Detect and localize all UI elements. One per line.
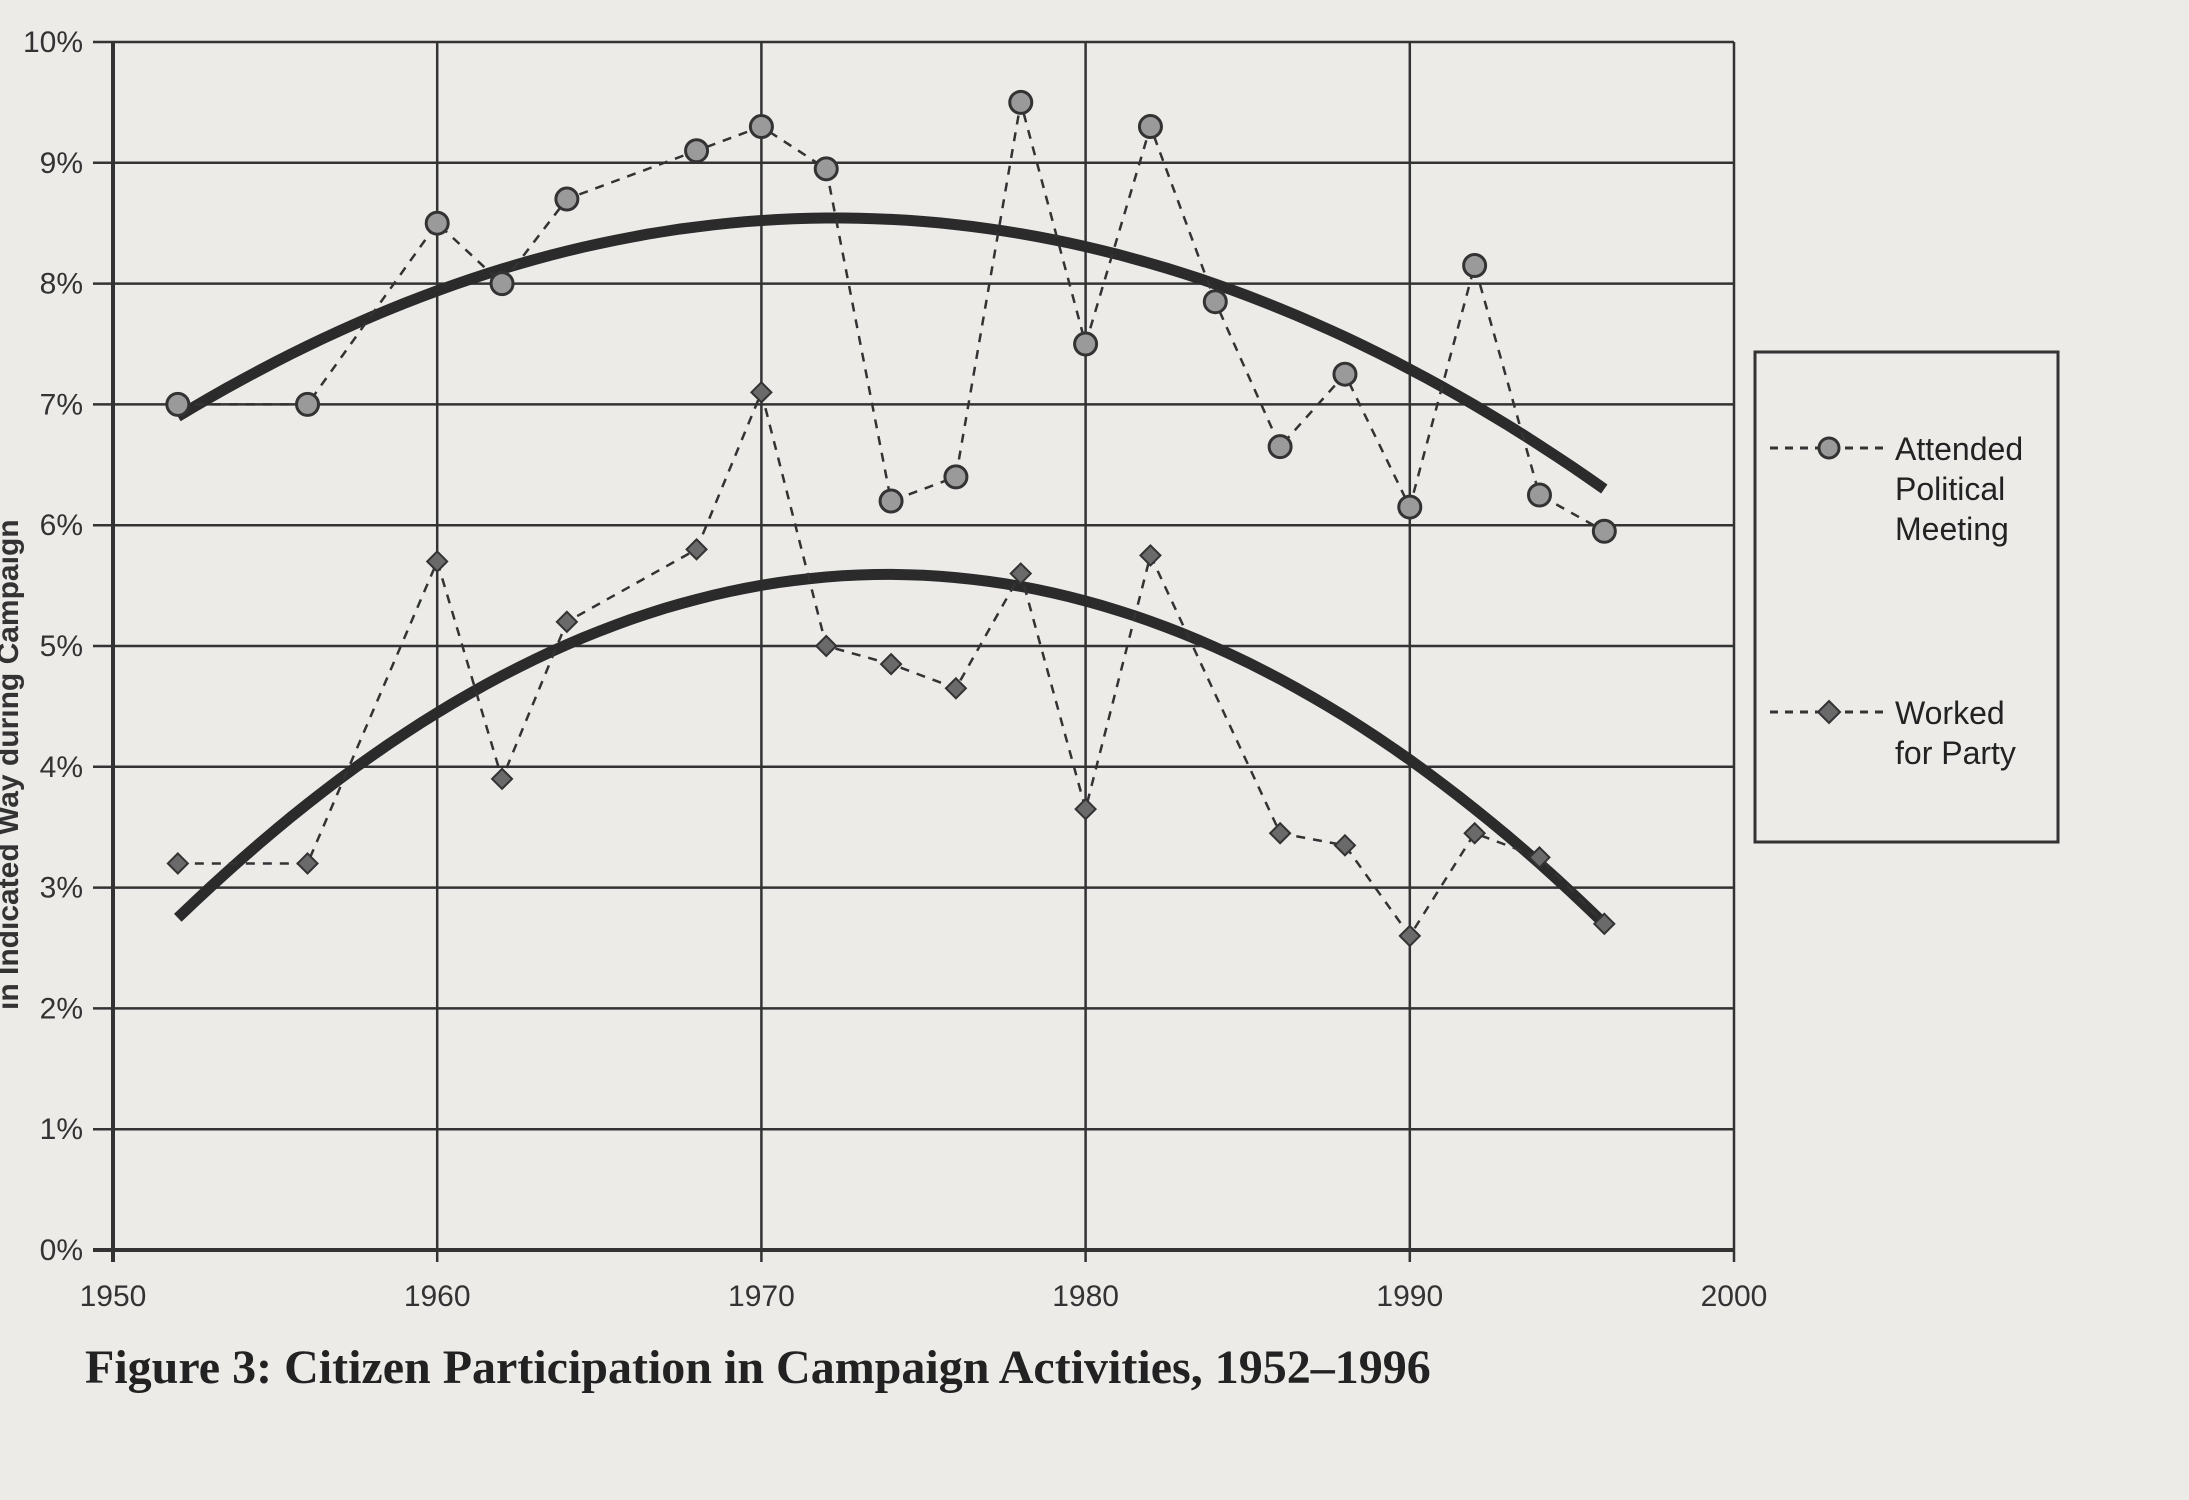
- data-point-worked: [1009, 562, 1033, 585]
- data-point-attended: [943, 464, 969, 490]
- data-point-worked: [814, 634, 838, 658]
- y-tick-label: 6%: [40, 509, 83, 542]
- y-tick-label: 7%: [40, 388, 83, 421]
- grid: 0% 1% 2% 3% 4% 5% 6% 7% 8% 9% 10% 1950 1960 1970 1980 1…: [23, 26, 1767, 1313]
- y-axis-label: in Indicated Way during Campaign: [0, 519, 25, 1010]
- legend-label-worked-1: Worked: [1895, 695, 2005, 731]
- x-tick-label: 1990: [1376, 1280, 1443, 1313]
- data-point-worked: [425, 550, 449, 573]
- data-point-attended: [748, 114, 774, 140]
- y-tick-label: 0%: [40, 1234, 83, 1267]
- series-line: [177, 102, 1605, 533]
- legend-marker-circle-icon: [1817, 436, 1841, 460]
- data-point-worked: [944, 676, 968, 700]
- data-point-attended: [1397, 494, 1423, 520]
- data-point-attended: [1008, 89, 1034, 115]
- data-point-worked: [879, 652, 903, 676]
- data-point-worked: [1528, 845, 1551, 869]
- trend-lines: [174, 212, 1609, 928]
- legend-label-attended-2: Political: [1895, 471, 2005, 507]
- data-point-worked: [1074, 797, 1098, 821]
- data-point-attended: [424, 210, 450, 236]
- data-point-worked: [1398, 924, 1422, 948]
- x-tick-label: 2000: [1701, 1280, 1768, 1313]
- data-point-worked: [1463, 821, 1487, 845]
- data-point-attended: [554, 186, 580, 212]
- y-tick-label: 9%: [40, 147, 83, 180]
- data-point-attended: [1137, 114, 1163, 140]
- data-point-attended: [1591, 518, 1617, 544]
- data-point-attended: [295, 391, 321, 417]
- chart: 0% 1% 2% 3% 4% 5% 6% 7% 8% 9% 10% 1950 1960 1970 1980 1…: [0, 26, 2060, 1313]
- y-tick-label: 3%: [40, 872, 83, 905]
- data-point-worked: [296, 852, 319, 875]
- legend-box: [1753, 350, 2060, 844]
- data-point-attended: [489, 271, 515, 297]
- trend-line: [174, 568, 1609, 928]
- data-point-attended: [1267, 434, 1293, 460]
- data-point-worked: [685, 537, 708, 561]
- y-tick-label: 4%: [40, 751, 83, 784]
- data-point-worked: [749, 380, 773, 404]
- y-tick-label: 10%: [23, 26, 83, 59]
- legend: Attended Political Meeting Worked for Pa…: [1753, 350, 2060, 844]
- data-point-attended: [878, 488, 904, 514]
- trend-line: [174, 212, 1608, 494]
- data-point-attended: [165, 391, 191, 417]
- data-point-attended: [1462, 252, 1488, 278]
- legend-label-worked-2: for Party: [1895, 735, 2016, 771]
- x-tick-label: 1950: [80, 1280, 147, 1313]
- data-point-attended: [1526, 482, 1552, 508]
- x-tick-label: 1960: [404, 1280, 471, 1313]
- figure-caption: Figure 3: Citizen Participation in Campa…: [85, 1341, 1431, 1394]
- data-point-attended: [1332, 361, 1358, 387]
- data-point-worked: [1592, 912, 1616, 936]
- x-tick-label: 1970: [728, 1280, 795, 1313]
- data-point-attended: [1073, 331, 1099, 357]
- y-tick-label: 8%: [40, 268, 83, 301]
- y-tick-label: 5%: [40, 630, 83, 663]
- data-point-worked: [1333, 833, 1357, 857]
- legend-label-attended-1: Attended: [1895, 431, 2023, 467]
- y-tick-label: 2%: [40, 992, 83, 1025]
- legend-marker-diamond-icon: [1816, 699, 1842, 725]
- data-point-worked: [490, 767, 514, 791]
- data-point-worked: [1139, 543, 1162, 567]
- series: [165, 89, 1617, 948]
- data-point-worked: [166, 852, 190, 875]
- legend-label-attended-3: Meeting: [1895, 511, 2009, 547]
- data-point-attended: [684, 138, 710, 164]
- x-tick-label: 1980: [1052, 1280, 1119, 1313]
- data-point-attended: [1202, 289, 1228, 315]
- data-point-worked: [1268, 821, 1292, 845]
- data-point-attended: [813, 156, 839, 182]
- y-tick-label: 1%: [40, 1113, 83, 1146]
- data-point-worked: [555, 610, 579, 634]
